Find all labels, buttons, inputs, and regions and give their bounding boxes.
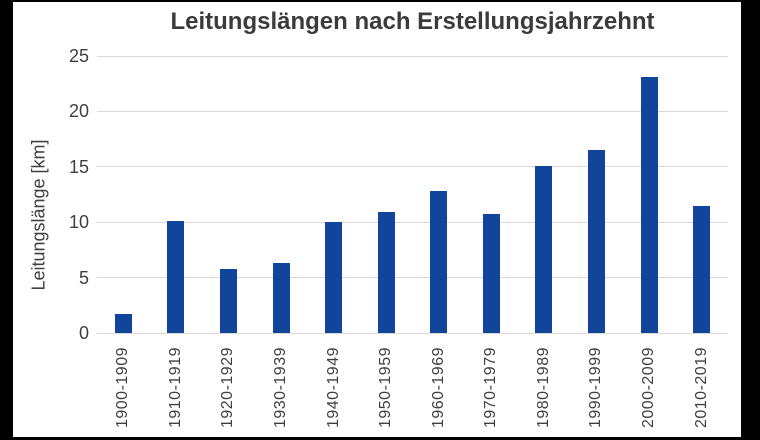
plot-area xyxy=(97,55,728,334)
bar-cell-2000-2009 xyxy=(623,56,676,333)
x-tick-label-1900-1909: 1900-1909 xyxy=(114,347,132,429)
x-tick-label-1980-1989: 1980-1989 xyxy=(534,347,552,429)
y-tick-label-15: 15 xyxy=(68,156,89,177)
bar-1940-1949 xyxy=(325,222,343,333)
bar-1920-1929 xyxy=(219,268,237,333)
bar-cell-1920-1929 xyxy=(202,56,255,333)
x-axis-labels: 1900-1909 1910-1919 1920-1929 1930-1939 1940… xyxy=(97,347,728,435)
gridline-5 xyxy=(97,277,728,279)
x-label-cell: 1980-1989 xyxy=(518,347,571,435)
x-label-cell: 1950-1959 xyxy=(360,347,413,435)
x-label-cell: 1910-1919 xyxy=(150,347,203,435)
x-label-cell: 1940-1949 xyxy=(307,347,360,435)
x-label-cell: 1900-1909 xyxy=(97,347,150,435)
bar-1930-1939 xyxy=(272,263,290,333)
x-tick-label-1990-1999: 1990-1999 xyxy=(587,347,605,429)
chart-canvas: Leitungslängen nach Erstellungsjahrzehnt… xyxy=(13,2,741,437)
x-tick-label-1910-1919: 1910-1919 xyxy=(166,347,184,429)
bar-1960-1969 xyxy=(430,191,448,333)
x-tick-label-1970-1979: 1970-1979 xyxy=(482,347,500,429)
x-label-cell: 1960-1969 xyxy=(412,347,465,435)
bar-cell-1990-1999 xyxy=(570,56,623,333)
x-label-cell: 2010-2019 xyxy=(675,347,728,435)
gridline-15 xyxy=(97,166,728,168)
x-tick-label-2000-2009: 2000-2009 xyxy=(640,347,658,429)
bar-1950-1959 xyxy=(377,212,395,333)
bar-2000-2009 xyxy=(640,77,658,333)
bar-cell-1930-1939 xyxy=(255,56,308,333)
bar-series xyxy=(97,56,728,333)
chart-title: Leitungslängen nach Erstellungsjahrzehnt xyxy=(170,8,655,35)
y-tick-label-25: 25 xyxy=(68,46,89,66)
bar-1970-1979 xyxy=(482,214,500,333)
bar-cell-1950-1959 xyxy=(360,56,413,333)
gridline-20 xyxy=(97,110,728,112)
bar-cell-1940-1949 xyxy=(307,56,360,333)
x-tick-label-1950-1959: 1950-1959 xyxy=(377,347,395,429)
bar-1990-1999 xyxy=(587,150,605,333)
x-label-cell: 1930-1939 xyxy=(255,347,308,435)
y-axis-title: Leitungslänge [km] xyxy=(28,139,49,291)
x-tick-label-1940-1949: 1940-1949 xyxy=(324,347,342,429)
bar-cell-1960-1969 xyxy=(412,56,465,333)
bar-1910-1919 xyxy=(167,221,185,333)
x-tick-label-1960-1969: 1960-1969 xyxy=(429,347,447,429)
x-tick-label-1930-1939: 1930-1939 xyxy=(272,347,290,429)
bar-cell-1970-1979 xyxy=(465,56,518,333)
bar-1900-1909 xyxy=(114,314,132,333)
bar-cell-1900-1909 xyxy=(97,56,150,333)
gridline-10 xyxy=(97,221,728,223)
x-label-cell: 1920-1929 xyxy=(202,347,255,435)
x-label-cell: 1990-1999 xyxy=(570,347,623,435)
bar-cell-1980-1989 xyxy=(518,56,571,333)
x-tick-label-1920-1929: 1920-1929 xyxy=(219,347,237,429)
y-tick-label-5: 5 xyxy=(78,267,89,288)
x-label-cell: 2000-2009 xyxy=(623,347,676,435)
gridline-25 xyxy=(97,55,728,57)
gridline-0 xyxy=(97,332,728,334)
bar-2010-2019 xyxy=(693,205,711,333)
y-tick-label-20: 20 xyxy=(68,101,89,122)
y-tick-label-0: 0 xyxy=(78,323,89,343)
bar-1980-1989 xyxy=(535,165,553,333)
x-label-cell: 1970-1979 xyxy=(465,347,518,435)
bar-cell-2010-2019 xyxy=(675,56,728,333)
x-tick-label-2010-2019: 2010-2019 xyxy=(692,347,710,429)
y-tick-label-10: 10 xyxy=(68,212,89,233)
bar-cell-1910-1919 xyxy=(150,56,203,333)
